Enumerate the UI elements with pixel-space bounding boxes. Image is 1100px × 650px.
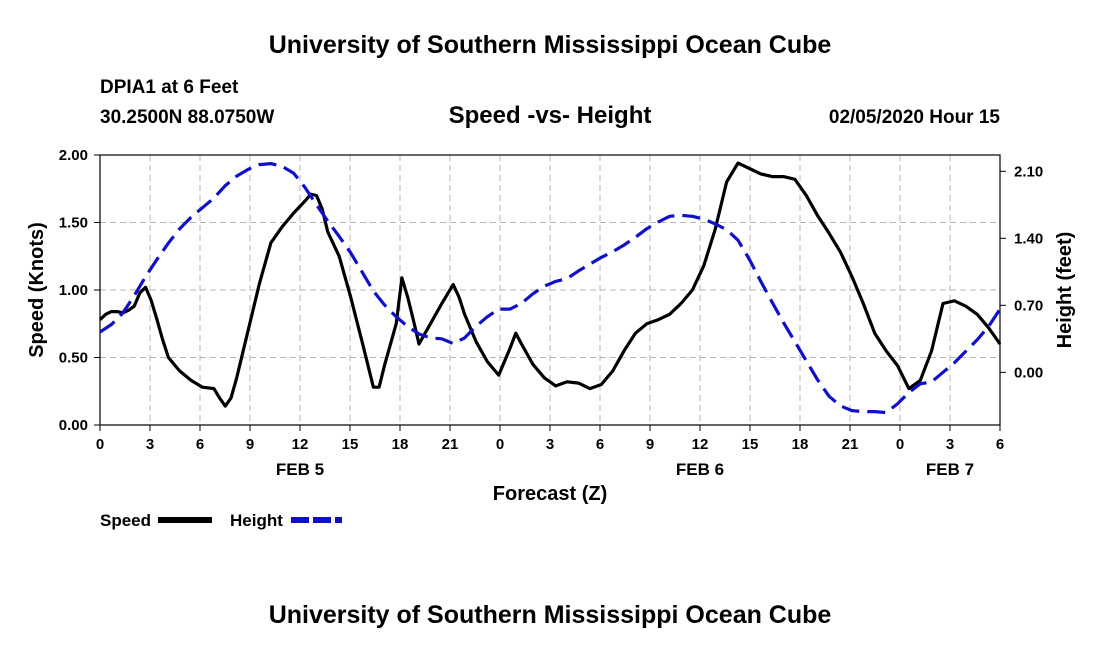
legend-speed-label: Speed <box>100 511 151 530</box>
y-left-tick-label: 0.00 <box>59 417 88 434</box>
x-axis-label: Forecast (Z) <box>493 483 607 505</box>
axes <box>94 154 1006 431</box>
y-left-tick-label: 2.00 <box>59 147 88 164</box>
x-tick-label: 18 <box>392 436 409 453</box>
grid-lines <box>100 155 1000 425</box>
station-label: DPIA1 at 6 Feet <box>100 77 239 98</box>
x-tick-label: 12 <box>292 436 309 453</box>
date-label: FEB 7 <box>926 460 974 479</box>
x-tick-label: 6 <box>596 436 604 453</box>
y-axis-right-label: Height (feet) <box>1054 232 1076 349</box>
x-tick-label: 3 <box>546 436 554 453</box>
x-tick-label: 18 <box>792 436 809 453</box>
chart-subtitle: Speed -vs- Height <box>448 102 652 129</box>
series-lines <box>98 161 1002 415</box>
y-right-tick-label: 2.10 <box>1014 163 1043 180</box>
axis-labels: 0 3 6 9 12 15 18 21 0 3 6 9 12 15 18 21 0 3 6 FEB 5 FEB 6 FEB… <box>59 147 1043 479</box>
x-tick-label: 3 <box>946 436 954 453</box>
date-label: FEB 6 <box>676 460 724 479</box>
chart-title-top: University of Southern Mississippi Ocean… <box>268 31 832 59</box>
x-tick-label: 21 <box>442 436 459 453</box>
x-tick-label: 0 <box>896 436 904 453</box>
x-tick-label: 9 <box>246 436 254 453</box>
y-left-tick-label: 1.50 <box>59 215 88 232</box>
x-tick-label: 0 <box>496 436 504 453</box>
series-line-height <box>99 162 1002 415</box>
x-tick-label: 15 <box>742 436 759 453</box>
y-right-tick-label: 0.70 <box>1014 297 1043 314</box>
forecast-datetime: 02/05/2020 Hour 15 <box>828 107 1000 128</box>
x-tick-label: 0 <box>96 436 104 453</box>
date-label: FEB 5 <box>276 460 324 479</box>
coordinates-label: 30.2500N 88.0750W <box>100 107 275 128</box>
plot-frame <box>99 154 1001 426</box>
y-right-tick-label: 0.00 <box>1014 364 1043 381</box>
x-tick-label: 21 <box>842 436 859 453</box>
chart-title-bottom: University of Southern Mississippi Ocean… <box>268 601 832 629</box>
x-tick-label: 3 <box>146 436 154 453</box>
x-tick-label: 6 <box>196 436 204 453</box>
x-tick-label: 15 <box>342 436 359 453</box>
x-tick-label: 6 <box>996 436 1004 453</box>
y-right-tick-label: 1.40 <box>1014 230 1043 247</box>
legend: Speed Height <box>100 511 342 530</box>
x-tick-label: 12 <box>692 436 709 453</box>
x-tick-label: 9 <box>646 436 654 453</box>
legend-height-label: Height <box>230 511 283 530</box>
y-left-tick-label: 1.00 <box>59 282 88 299</box>
y-left-tick-label: 0.50 <box>59 350 88 367</box>
y-axis-left-label: Speed (Knots) <box>26 222 48 358</box>
series-line-speed <box>98 161 1002 408</box>
